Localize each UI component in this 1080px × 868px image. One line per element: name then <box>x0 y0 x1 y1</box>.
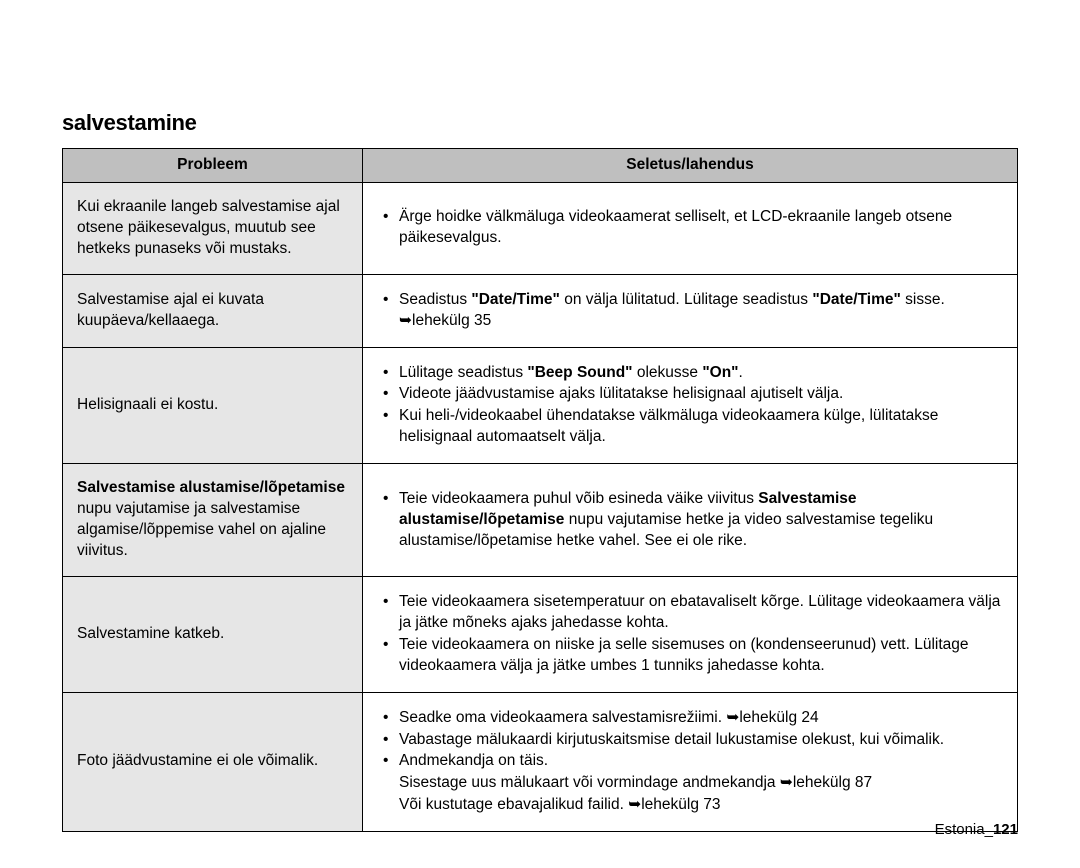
list-item: Seadistus "Date/Time" on välja lülitatud… <box>377 290 1003 332</box>
text-run: Seadke oma videokaamera salvestamisrežii… <box>399 709 726 726</box>
text-run: Seadistus <box>399 291 471 308</box>
text-run: nupu vajutamise ja salvestamise algamise… <box>77 500 326 559</box>
text-run: Foto jäädvustamine ei ole võimalik. <box>77 752 318 769</box>
page-footer: Estonia_121 <box>935 821 1018 838</box>
text-run: Andmekandja on täis. <box>399 752 548 769</box>
solution-list: Seadistus "Date/Time" on välja lülitatud… <box>377 290 1003 332</box>
text-run: "Beep Sound" <box>527 364 632 381</box>
text-run: Teie videokaamera puhul võib esineda väi… <box>399 490 758 507</box>
solution-list: Teie videokaamera sisetemperatuur on eba… <box>377 592 1003 677</box>
text-run: ➥ <box>726 709 739 726</box>
text-run: on välja lülitatud. Lülitage seadistus <box>560 291 812 308</box>
problem-cell: Kui ekraanile langeb salvestamise ajal o… <box>63 182 363 274</box>
solution-cell: Seadke oma videokaamera salvestamisrežii… <box>363 692 1018 832</box>
list-subitem: Sisestage uus mälukaart või vormindage a… <box>377 773 1003 794</box>
text-run: Sisestage uus mälukaart või vormindage a… <box>399 774 780 791</box>
text-run: Kui ekraanile langeb salvestamise ajal o… <box>77 198 340 257</box>
solution-list: Teie videokaamera puhul võib esineda väi… <box>377 489 1003 552</box>
text-run: Helisignaali ei kostu. <box>77 396 218 413</box>
text-run: lehekülg 73 <box>641 796 720 813</box>
text-run: lehekülg 35 <box>412 312 491 329</box>
col-header-solution: Seletus/lahendus <box>363 149 1018 183</box>
list-item: Kui heli-/videokaabel ühendatakse välkmä… <box>377 406 1003 448</box>
list-item: Andmekandja on täis. <box>377 751 1003 772</box>
problem-cell: Salvestamise alustamise/lõpetamise nupu … <box>63 464 363 577</box>
page-title: salvestamine <box>62 110 1018 136</box>
table-row: Kui ekraanile langeb salvestamise ajal o… <box>63 182 1018 274</box>
solution-cell: Seadistus "Date/Time" on välja lülitatud… <box>363 274 1018 347</box>
list-subitem: Või kustutage ebavajalikud failid. ➥lehe… <box>377 795 1003 816</box>
solution-cell: Lülitage seadistus "Beep Sound" olekusse… <box>363 347 1018 464</box>
table-row: Foto jäädvustamine ei ole võimalik. Seadk… <box>63 692 1018 832</box>
list-item: Vabastage mälukaardi kirjutuskaitsmise d… <box>377 730 1003 751</box>
solution-cell: Ärge hoidke välkmäluga videokaamerat sel… <box>363 182 1018 274</box>
list-item: Lülitage seadistus "Beep Sound" olekusse… <box>377 363 1003 384</box>
solution-list: Lülitage seadistus "Beep Sound" olekusse… <box>377 363 1003 449</box>
problem-cell: Salvestamine katkeb. <box>63 576 363 692</box>
text-run: Kui heli-/videokaabel ühendatakse välkmä… <box>399 407 938 445</box>
text-run: Teie videokaamera sisetemperatuur on eba… <box>399 593 1000 631</box>
text-run: Ärge hoidke välkmäluga videokaamerat sel… <box>399 208 952 246</box>
text-run: Teie videokaamera on niiske ja selle sis… <box>399 636 969 674</box>
problem-cell: Salvestamise ajal ei kuvata kuupäeva/kel… <box>63 274 363 347</box>
list-item: Seadke oma videokaamera salvestamisrežii… <box>377 708 1003 729</box>
footer-sep: _ <box>985 821 993 838</box>
solution-cell: Teie videokaamera sisetemperatuur on eba… <box>363 576 1018 692</box>
text-run: sisse. <box>901 291 945 308</box>
text-run: lehekülg 87 <box>793 774 872 791</box>
table-row: Salvestamine katkeb. Teie videokaamera si… <box>63 576 1018 692</box>
text-run: Salvestamine katkeb. <box>77 625 224 642</box>
footer-page-number: 121 <box>993 821 1018 838</box>
problem-cell: Helisignaali ei kostu. <box>63 347 363 464</box>
list-item: Ärge hoidke välkmäluga videokaamerat sel… <box>377 207 1003 249</box>
text-run: olekusse <box>633 364 703 381</box>
solution-list: Ärge hoidke välkmäluga videokaamerat sel… <box>377 207 1003 249</box>
text-run: "On" <box>702 364 738 381</box>
text-run: ➥ <box>780 774 793 791</box>
table-row: Helisignaali ei kostu. Lülitage seadistus… <box>63 347 1018 464</box>
list-item: Teie videokaamera sisetemperatuur on eba… <box>377 592 1003 634</box>
text-run: ➥ <box>399 312 412 329</box>
list-item: Teie videokaamera puhul võib esineda väi… <box>377 489 1003 552</box>
list-item: Videote jäädvustamise ajaks lülitatakse … <box>377 384 1003 405</box>
text-run: "Date/Time" <box>471 291 560 308</box>
text-run: "Date/Time" <box>812 291 901 308</box>
text-run: Lülitage seadistus <box>399 364 527 381</box>
solution-list: Seadke oma videokaamera salvestamisrežii… <box>377 708 1003 817</box>
text-run: lehekülg 24 <box>739 709 818 726</box>
list-item: Teie videokaamera on niiske ja selle sis… <box>377 635 1003 677</box>
text-run: . <box>739 364 743 381</box>
text-run: ➥ <box>628 796 641 813</box>
text-run: Vabastage mälukaardi kirjutuskaitsmise d… <box>399 731 944 748</box>
col-header-problem: Probleem <box>63 149 363 183</box>
footer-label: Estonia <box>935 821 985 838</box>
table-row: Salvestamise ajal ei kuvata kuupäeva/kel… <box>63 274 1018 347</box>
text-run: Videote jäädvustamise ajaks lülitatakse … <box>399 385 843 402</box>
text-run: Salvestamise ajal ei kuvata kuupäeva/kel… <box>77 291 264 329</box>
troubleshooting-table: Probleem Seletus/lahendus Kui ekraanile … <box>62 148 1018 832</box>
solution-cell: Teie videokaamera puhul võib esineda väi… <box>363 464 1018 577</box>
problem-cell: Foto jäädvustamine ei ole võimalik. <box>63 692 363 832</box>
table-row: Salvestamise alustamise/lõpetamise nupu … <box>63 464 1018 577</box>
text-run: Salvestamise alustamise/lõpetamise <box>77 479 345 496</box>
text-run: Või kustutage ebavajalikud failid. <box>399 796 628 813</box>
